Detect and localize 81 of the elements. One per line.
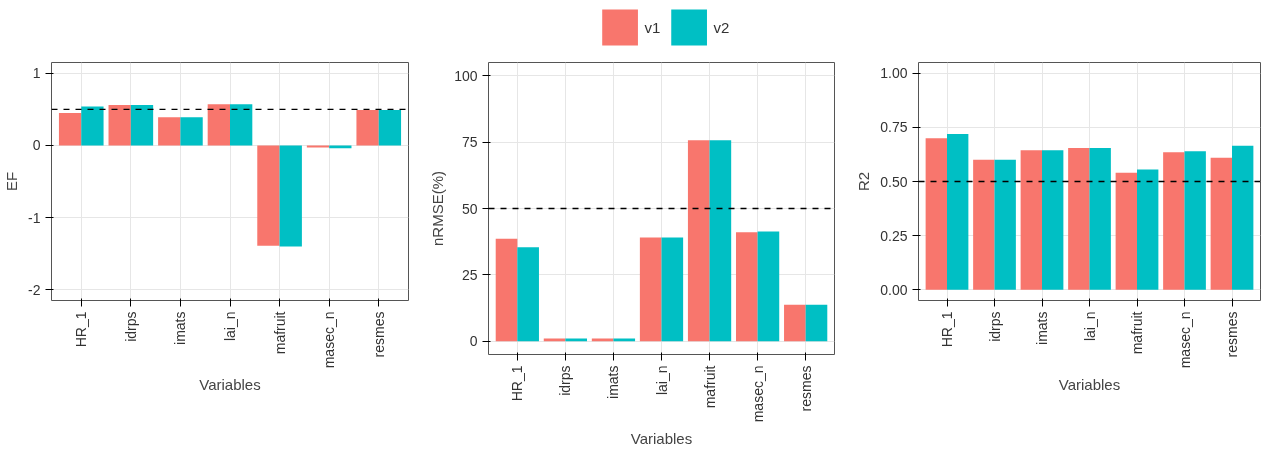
y-tick-label: 100: [454, 67, 478, 84]
bar: [81, 106, 104, 146]
x-axis-title: Variables: [630, 430, 693, 448]
bar: [329, 145, 352, 149]
y-axis-title: R2: [855, 171, 873, 192]
y-tick-label: 0.25: [880, 227, 908, 244]
bar: [757, 231, 780, 342]
y-axis-title: EF: [3, 171, 21, 192]
bar: [1137, 169, 1159, 290]
bar: [735, 232, 758, 342]
x-axis-title: Variables: [1058, 376, 1121, 394]
x-tick-label: masec_n: [749, 365, 766, 423]
bar: [784, 304, 806, 342]
x-tick-label: idrps: [986, 311, 1003, 342]
x-axis-title: Variables: [199, 376, 261, 394]
x-tick-label: imats: [1034, 311, 1050, 345]
y-axis-title: nRMSE(%): [429, 170, 447, 246]
bar: [180, 117, 203, 146]
x-tick-label: resmes: [1224, 311, 1240, 358]
bar: [994, 159, 1016, 290]
bar: [687, 140, 710, 342]
legend-label: v2: [713, 19, 730, 36]
bar: [378, 110, 402, 146]
bar: [1163, 152, 1185, 290]
bar: [1089, 147, 1111, 290]
bar: [306, 145, 330, 148]
x-tick-label: resmes: [797, 365, 814, 412]
x-tick-label: lai_n: [222, 311, 238, 342]
bar: [1232, 145, 1254, 290]
bar: [517, 247, 539, 342]
bar: [1115, 172, 1137, 290]
bar: [158, 117, 181, 146]
y-tick-label: 0: [32, 137, 41, 154]
y-tick-label: 0.00: [880, 281, 908, 298]
bar: [1068, 147, 1090, 290]
x-tick-label: masec_n: [321, 311, 338, 369]
bar: [356, 110, 379, 146]
bar: [130, 105, 154, 146]
bar: [1184, 151, 1206, 290]
y-tick-label: 0.50: [880, 173, 908, 190]
x-tick-label: HR_1: [939, 311, 955, 348]
x-tick-label: imats: [172, 311, 189, 345]
bar: [925, 138, 947, 290]
x-tick-label: mafruit: [701, 365, 718, 409]
bar: [661, 237, 684, 342]
bar: [108, 105, 131, 146]
legend-label: v1: [644, 19, 661, 36]
bar: [805, 304, 828, 342]
bar: [58, 112, 82, 146]
x-tick-label: lai_n: [1081, 311, 1098, 342]
y-tick-label: 0.75: [880, 119, 908, 136]
y-tick-label: -1: [28, 209, 41, 226]
bar: [257, 145, 280, 246]
x-tick-label: idrps: [122, 311, 139, 342]
bar: [1042, 150, 1064, 290]
x-tick-label: HR_1: [509, 365, 526, 402]
bar: [639, 237, 662, 342]
x-tick-label: mafruit: [271, 311, 288, 355]
bar: [1020, 150, 1042, 290]
bar: [947, 133, 969, 290]
x-tick-label: idrps: [557, 365, 574, 396]
bar: [207, 104, 230, 146]
bar: [279, 145, 302, 247]
x-tick-label: imats: [605, 365, 622, 399]
x-tick-label: resmes: [370, 311, 387, 358]
y-tick-label: 0: [469, 333, 478, 350]
y-tick-label: -2: [28, 281, 41, 298]
x-tick-label: HR_1: [73, 311, 90, 348]
y-tick-label: 25: [461, 266, 478, 283]
bar: [709, 140, 732, 342]
x-tick-label: lai_n: [653, 365, 670, 396]
x-tick-label: mafruit: [1129, 311, 1145, 355]
y-tick-label: 1: [32, 65, 41, 82]
bar: [495, 238, 518, 342]
y-tick-label: 50: [461, 200, 478, 217]
bar: [230, 104, 253, 146]
bar: [1210, 157, 1232, 290]
y-tick-label: 75: [461, 134, 478, 151]
bar: [973, 159, 995, 290]
y-tick-label: 1.00: [880, 65, 908, 82]
x-tick-label: masec_n: [1176, 311, 1193, 369]
